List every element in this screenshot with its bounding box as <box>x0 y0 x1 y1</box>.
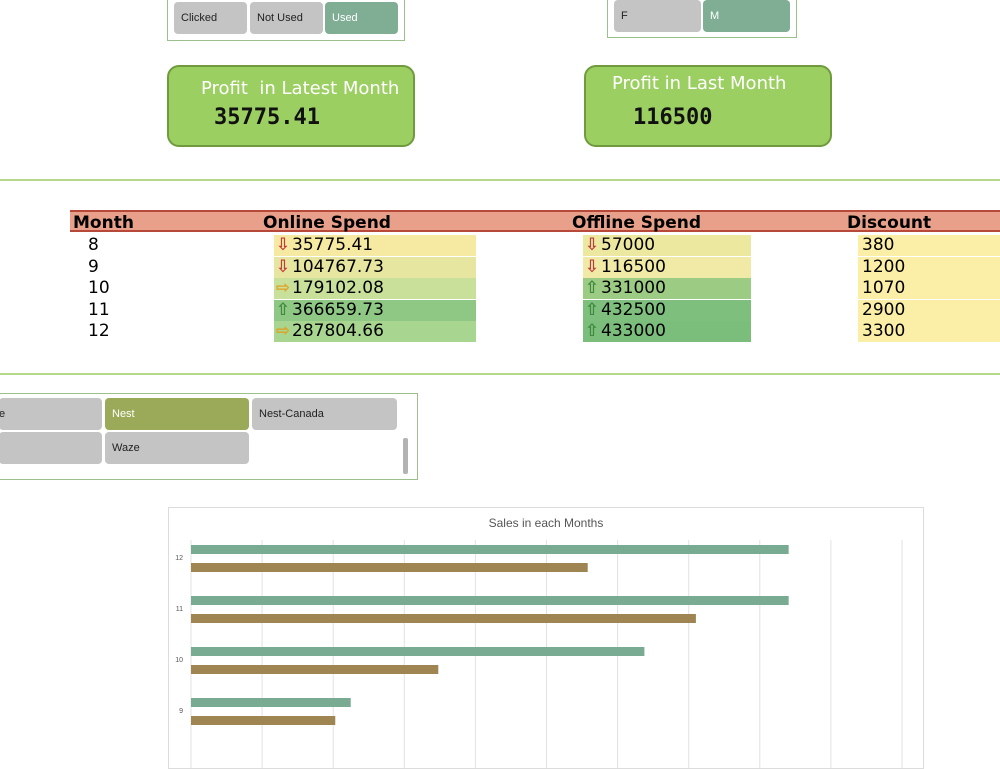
cell-offline-spend: ⇧ 432500 <box>583 299 751 321</box>
trend-flat-icon: ⇨ <box>275 321 291 341</box>
cell-month: 12 <box>88 321 148 342</box>
cell-discount: 3300 <box>858 321 1000 342</box>
slicer-item-nest[interactable]: Nest <box>105 398 249 430</box>
kpi-profit-last-month: Profit in Last Month 116500 <box>584 65 832 147</box>
cell-discount: 380 <box>858 235 1000 256</box>
kpi-value: 35775.41 <box>214 105 320 130</box>
bar-10-series-1 <box>191 647 645 656</box>
chart-plot: 9 10 11 12 <box>175 540 903 768</box>
cell-value: 287804.66 <box>292 321 384 341</box>
tick-label-11: 11 <box>176 606 183 613</box>
brand-slicer: e Nest Nest-Canada Waze <box>0 393 418 480</box>
trend-up-icon: ⇧ <box>584 299 600 320</box>
col-discount: Discount <box>847 213 932 233</box>
slicer-item-partial[interactable]: e <box>0 398 102 430</box>
bar-9-series-1 <box>191 698 351 707</box>
cell-online-spend: ⇨ 287804.66 <box>274 321 476 342</box>
slicer-scrollbar[interactable] <box>403 438 408 474</box>
cell-online-spend: ⇩ 104767.73 <box>274 256 476 278</box>
cell-discount: 1070 <box>858 278 1000 299</box>
bar-9-series-2 <box>191 716 336 725</box>
cell-value: 10 <box>88 278 110 298</box>
divider <box>0 373 1000 375</box>
trend-down-icon: ⇩ <box>584 235 600 255</box>
trend-up-icon: ⇧ <box>584 321 600 341</box>
cell-value: 57000 <box>601 235 656 255</box>
slicer-item-nest-canada[interactable]: Nest-Canada <box>252 398 397 430</box>
cell-value: 331000 <box>601 278 666 298</box>
cell-value: 179102.08 <box>292 278 384 298</box>
slicer-item-used[interactable]: Used <box>325 2 398 34</box>
cell-offline-spend: ⇩ 57000 <box>583 235 751 256</box>
trend-flat-icon: ⇨ <box>275 278 291 298</box>
col-offline-spend: Offline Spend <box>572 213 702 233</box>
slicer-item-not-used[interactable]: Not Used <box>250 2 323 34</box>
cell-month: 11 <box>88 300 148 321</box>
cell-value: 12 <box>88 321 110 341</box>
kpi-label: Profit in Latest Month <box>201 78 400 99</box>
sales-chart: Sales in each Months 9 10 11 12 <box>168 507 924 769</box>
cell-value: 116500 <box>601 256 666 277</box>
cell-value: 9 <box>88 256 99 277</box>
cell-online-spend: ⇨ 179102.08 <box>274 278 476 299</box>
bar-12-series-2 <box>191 563 588 572</box>
cell-discount: 1200 <box>858 256 1000 278</box>
trend-down-icon: ⇩ <box>584 256 600 277</box>
cell-value: 366659.73 <box>292 299 384 320</box>
slicer-item-waze[interactable]: Waze <box>105 432 249 464</box>
cell-offline-spend: ⇩ 116500 <box>583 256 751 278</box>
cell-month: 9 <box>88 257 148 278</box>
cell-offline-spend: ⇧ 433000 <box>583 321 751 342</box>
cell-value: 432500 <box>601 299 666 320</box>
slicer-item-f[interactable]: F <box>614 0 701 32</box>
tick-label-10: 10 <box>175 657 183 664</box>
kpi-profit-latest-month: Profit in Latest Month 35775.41 <box>167 65 415 147</box>
trend-up-icon: ⇧ <box>275 299 291 320</box>
cell-value: 433000 <box>601 321 666 341</box>
tick-label-12: 12 <box>175 555 183 562</box>
gender-slicer: F M <box>607 0 797 38</box>
bar-11-series-2 <box>191 614 696 623</box>
cell-month: 10 <box>88 278 148 299</box>
trend-down-icon: ⇩ <box>275 256 291 277</box>
cell-offline-spend: ⇧ 331000 <box>583 278 751 299</box>
divider <box>0 179 1000 181</box>
cell-value: 104767.73 <box>292 256 384 277</box>
col-month: Month <box>73 213 134 233</box>
kpi-value: 116500 <box>633 105 713 130</box>
tick-label-9: 9 <box>179 708 183 715</box>
cell-value: 11 <box>88 299 110 320</box>
col-online-spend: Online Spend <box>263 213 391 233</box>
trend-up-icon: ⇧ <box>584 278 600 298</box>
bar-10-series-2 <box>191 665 439 674</box>
cell-online-spend: ⇧ 366659.73 <box>274 299 476 321</box>
cell-value: 35775.41 <box>292 235 374 255</box>
cell-month: 8 <box>88 235 148 256</box>
slicer-item-partial-2[interactable] <box>0 432 102 464</box>
bar-11-series-1 <box>191 596 789 605</box>
bar-12-series-1 <box>191 545 789 554</box>
cell-discount: 2900 <box>858 299 1000 321</box>
chart-title: Sales in each Months <box>488 516 604 530</box>
kpi-label: Profit in Last Month <box>612 73 787 94</box>
cell-value: 8 <box>88 235 99 255</box>
slicer-item-clicked[interactable]: Clicked <box>174 2 247 34</box>
trend-down-icon: ⇩ <box>275 235 291 255</box>
usage-slicer: Clicked Not Used Used <box>167 0 405 41</box>
table-header: Month Online Spend Offline Spend Discoun… <box>70 210 1000 233</box>
slicer-item-m[interactable]: M <box>703 0 790 32</box>
cell-online-spend: ⇩ 35775.41 <box>274 235 476 256</box>
